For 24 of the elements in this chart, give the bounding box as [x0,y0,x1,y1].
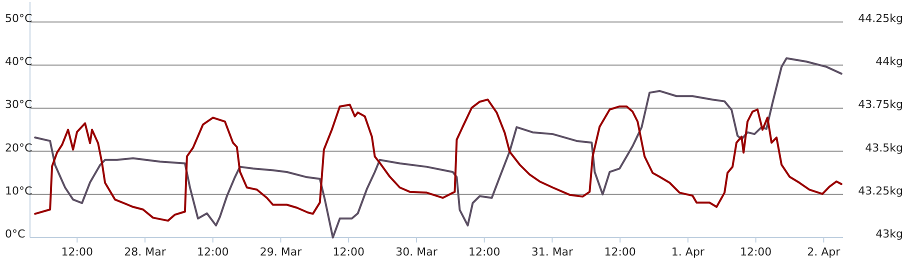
x-tick-label: 2. Apr [807,245,841,258]
y2-tick-label: 43.75kg [858,98,903,112]
y2-tick-label: 44.25kg [858,12,903,26]
x-tick-label: 31. Mar [531,245,574,258]
x-tick-label: 12:00 [740,245,772,258]
y-tick-label: 10°C [5,184,32,198]
x-tick-label: 12:00 [604,245,636,258]
y2-tick-label: 44kg [876,55,903,68]
y2-tick-label: 43kg [876,228,903,241]
y-tick-label: 30°C [5,98,32,112]
y2-tick-label: 43.25kg [858,184,903,198]
x-tick-label: 12:00 [197,245,229,258]
x-tick-label: 28. Mar [124,245,166,258]
x-tick-label: 1. Apr [671,245,705,258]
y2-tick-label: 43.5kg [865,141,903,154]
y-tick-label: 20°C [5,141,32,154]
y-tick-label: 0°C [5,228,26,241]
x-tick-label: 12:00 [61,245,93,258]
x-tick-label: 12:00 [468,245,500,258]
x-tick-label: 12:00 [332,245,364,258]
y-tick-label: 40°C [5,55,32,68]
y-tick-label: 50°C [5,12,32,26]
x-tick-label: 30. Mar [396,245,438,258]
x-tick-label: 29. Mar [260,245,302,258]
